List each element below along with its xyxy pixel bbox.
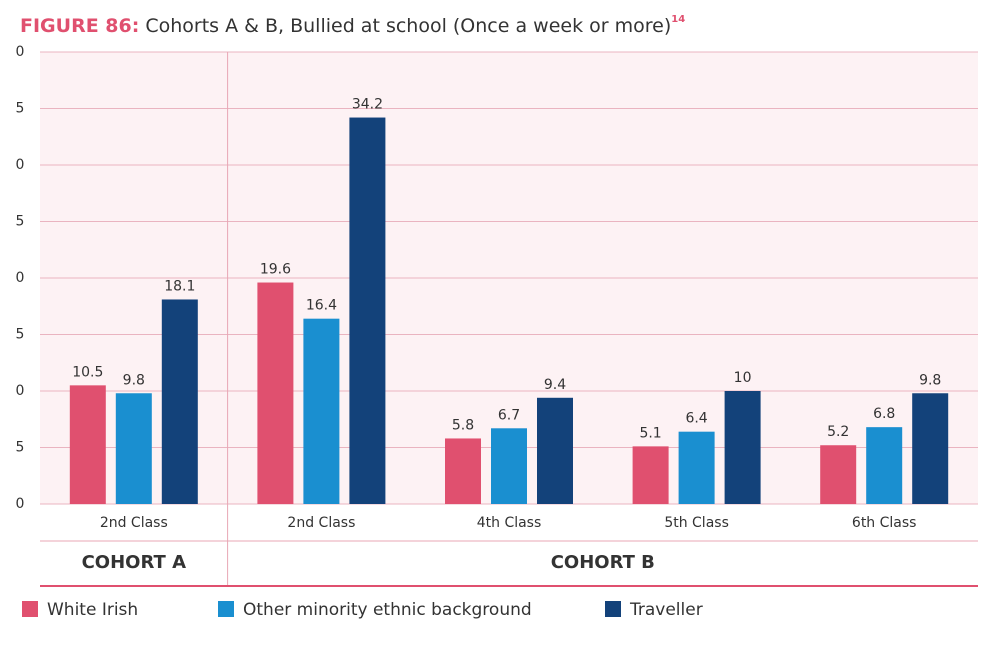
chart-title: FIGURE 86: Cohorts A & B, Bullied at scho… [20, 14, 685, 37]
value-label: 5.8 [452, 417, 474, 433]
y-tick-label: 5 [16, 327, 25, 343]
y-tick-label: 5 [16, 101, 25, 117]
value-label: 10.5 [72, 364, 103, 380]
y-tick-label: 5 [16, 214, 25, 230]
y-tick-label: 0 [16, 496, 25, 512]
legend-swatch [605, 601, 621, 617]
bar [303, 318, 340, 504]
bar [912, 393, 949, 504]
y-tick-label: 5 [16, 440, 25, 456]
value-label: 6.7 [498, 407, 520, 423]
x-tick-label: 4th Class [477, 515, 542, 531]
value-label: 9.4 [544, 377, 566, 393]
x-tick-label: 6th Class [852, 515, 917, 531]
legend-label: Other minority ethnic background [243, 600, 532, 620]
bar [632, 446, 669, 504]
value-label: 5.2 [827, 424, 849, 440]
value-label: 6.8 [873, 406, 895, 422]
bar [161, 299, 198, 504]
bar [445, 438, 481, 504]
value-label: 9.8 [919, 372, 941, 388]
legend-label: White Irish [47, 600, 138, 620]
bar [537, 397, 573, 504]
value-label: 16.4 [306, 298, 337, 314]
x-tick-label: 2nd Class [100, 515, 168, 531]
bar [820, 445, 857, 504]
legend-swatch [218, 601, 234, 617]
value-label: 5.1 [639, 425, 661, 441]
title-prefix: FIGURE 86: [20, 15, 139, 37]
value-label: 9.8 [123, 372, 145, 388]
title-text: Cohorts A & B, Bullied at school (Once a… [145, 15, 671, 37]
legend-label: Traveller [629, 600, 703, 620]
y-tick-label: 0 [16, 157, 25, 173]
x-tick-label: 5th Class [664, 515, 729, 531]
bar [724, 391, 761, 504]
bar [491, 428, 527, 504]
value-label: 34.2 [352, 97, 383, 113]
y-tick-label: 0 [16, 44, 25, 60]
bar [678, 431, 715, 504]
x-tick-label: 2nd Class [287, 515, 355, 531]
value-label: 10 [734, 370, 752, 386]
group-label: COHORT A [82, 552, 186, 573]
footnote: 14 [671, 14, 685, 25]
bar [866, 427, 903, 504]
bar [115, 393, 152, 504]
value-label: 18.1 [164, 278, 195, 294]
bar [349, 117, 386, 504]
y-tick-label: 0 [16, 270, 25, 286]
bar [69, 385, 106, 504]
legend-swatch [22, 601, 38, 617]
group-label: COHORT B [551, 552, 655, 573]
y-tick-label: 0 [16, 383, 25, 399]
value-label: 19.6 [260, 262, 291, 278]
bar [257, 282, 294, 504]
value-label: 6.4 [685, 411, 707, 427]
